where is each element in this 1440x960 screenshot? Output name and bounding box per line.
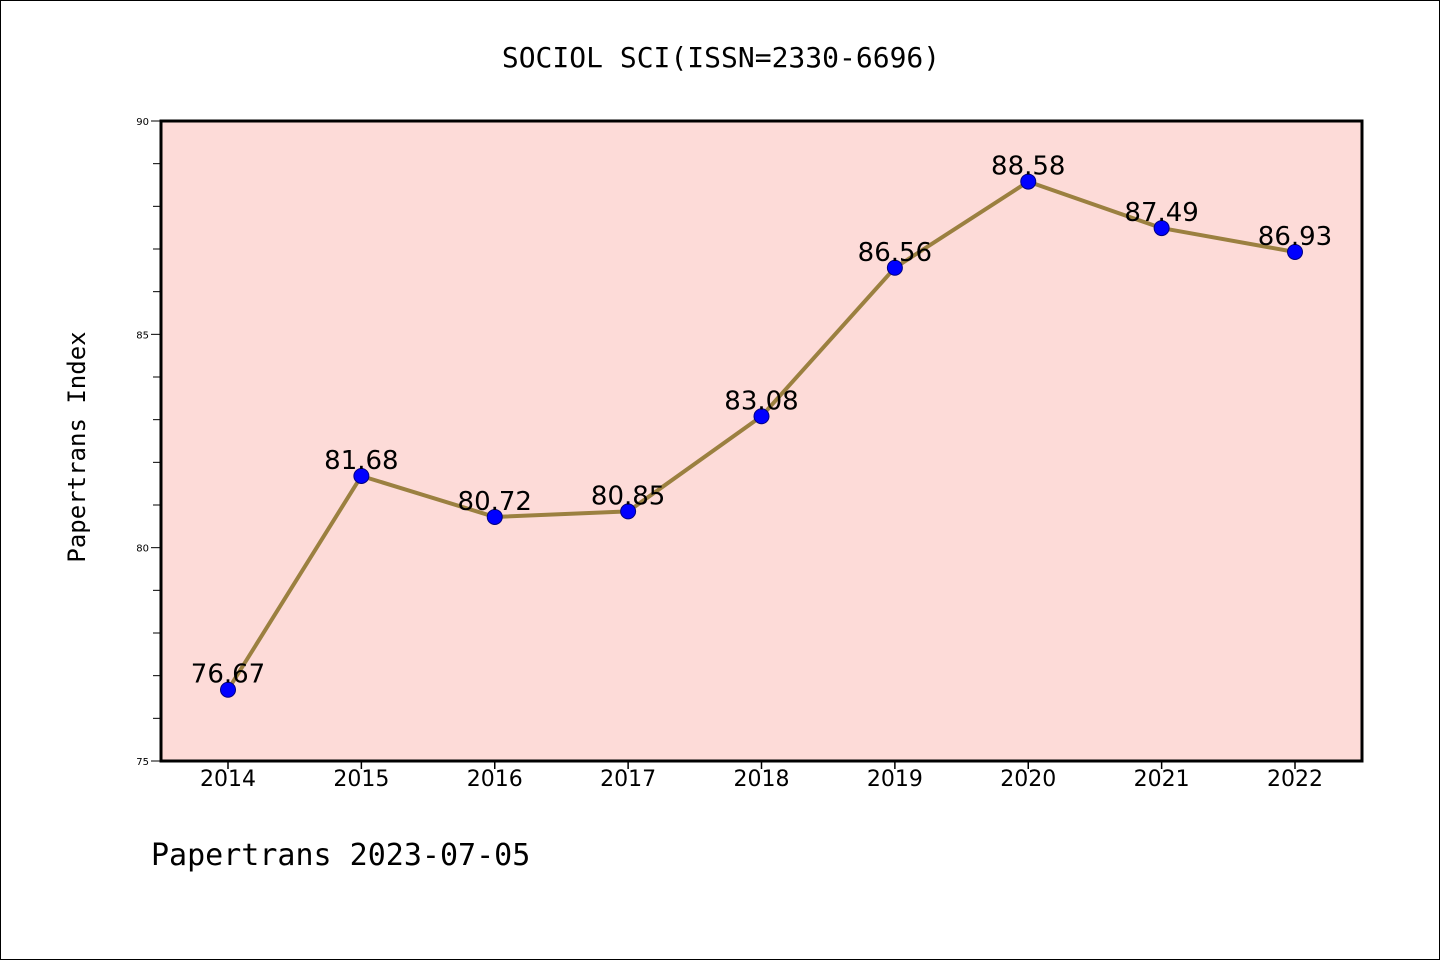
x-tick-label: 2018 — [734, 767, 790, 792]
data-point — [1020, 173, 1037, 190]
y-axis: 75 80 85 90 — [136, 117, 161, 768]
x-tick-label: 2015 — [333, 767, 389, 792]
x-tick-label: 2017 — [600, 767, 656, 792]
data-label: 83.08 — [724, 386, 798, 416]
data-point — [486, 508, 503, 525]
x-axis: 2014 2015 2016 2017 2018 2019 2020 2021 2022 — [200, 761, 1323, 792]
y-axis-label: Papertrans Index — [63, 331, 91, 562]
x-tick-label: 2020 — [1000, 767, 1056, 792]
data-point — [620, 503, 637, 520]
data-label: 86.93 — [1258, 222, 1332, 252]
data-label: 80.72 — [458, 487, 532, 517]
data-labels: 76.67 81.68 80.72 80.85 83.08 86.56 88.58 87.49… — [191, 152, 1332, 690]
data-point — [1287, 243, 1303, 260]
y-tick-label: 90 — [136, 117, 149, 128]
data-label: 88.58 — [991, 152, 1065, 182]
footer-text: Papertrans 2023-07-05 — [151, 838, 530, 873]
chart-title: SOCIOL SCI(ISSN=2330-6696) — [502, 41, 940, 74]
x-tick-label: 2022 — [1267, 767, 1323, 792]
data-point — [753, 408, 770, 425]
data-point — [353, 467, 370, 484]
data-label: 86.56 — [858, 238, 932, 268]
x-tick-label: 2019 — [867, 767, 923, 792]
data-label: 80.85 — [591, 481, 665, 511]
data-point — [220, 681, 236, 698]
series-markers — [220, 173, 1303, 698]
data-point — [1153, 220, 1170, 237]
y-tick-label: 75 — [136, 757, 149, 768]
x-tick-label: 2016 — [467, 767, 523, 792]
y-tick-label: 80 — [136, 544, 149, 555]
x-tick-label: 2021 — [1134, 767, 1190, 792]
y-tick-label: 85 — [136, 330, 149, 341]
plot-border — [159, 119, 1364, 763]
data-label: 81.68 — [324, 446, 398, 476]
data-label: 76.67 — [191, 660, 265, 690]
x-tick-label: 2014 — [200, 767, 256, 792]
data-point — [886, 259, 903, 276]
data-label: 87.49 — [1124, 198, 1198, 228]
